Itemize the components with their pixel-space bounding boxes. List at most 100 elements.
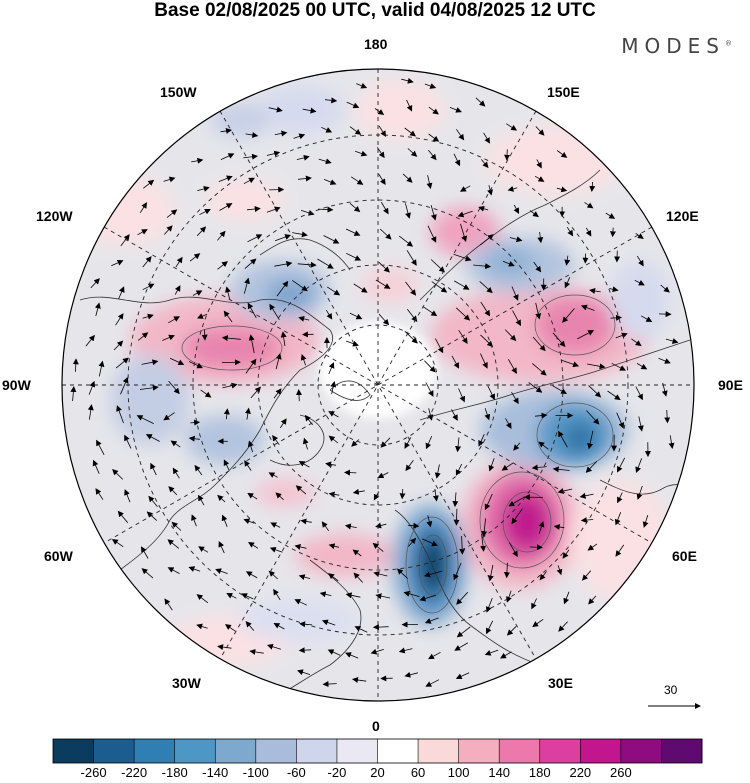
wind-vector: [430, 259, 446, 273]
wind-vector: [112, 469, 124, 480]
lon-label-150w: 150W: [160, 84, 197, 100]
wind-vector: [215, 568, 228, 575]
wind-vector: [642, 514, 649, 528]
map-disc: [62, 69, 694, 701]
wind-vector: [98, 360, 105, 377]
wind-vector: [636, 485, 643, 500]
wind-vector: [298, 647, 312, 654]
wind-vector: [375, 593, 391, 600]
wind-vector: [532, 618, 544, 628]
wind-vector: [87, 404, 94, 420]
wind-vector: [456, 592, 468, 605]
colorbar-tick-label: 60: [410, 765, 426, 780]
wind-vector: [459, 535, 466, 555]
wind-vector: [511, 286, 519, 301]
wind-vector: [403, 590, 420, 597]
wind-vector: [322, 681, 337, 688]
wind-vector: [537, 231, 544, 244]
wind-vector: [280, 331, 287, 346]
wind-vector: [269, 546, 283, 553]
wind-vector: [170, 440, 181, 448]
wind-vector: [480, 301, 491, 317]
wind-vector: [300, 518, 312, 525]
wind-vector: [484, 493, 493, 511]
wind-vector: [219, 203, 233, 211]
wind-vector: [424, 83, 437, 89]
wind-vector: [585, 227, 592, 237]
wind-vector: [588, 385, 602, 398]
wind-vector: [455, 437, 462, 453]
wind-vector: [273, 588, 281, 601]
wind-vector: [243, 177, 255, 185]
wind-vector: [480, 533, 486, 552]
wind-vector: [268, 570, 278, 580]
wind-vector: [664, 409, 671, 424]
wind-vector: [167, 567, 180, 574]
brand-logo: MODES®: [621, 34, 732, 58]
wind-vector: [564, 255, 571, 266]
brand-registered-mark: ®: [725, 39, 732, 48]
wind-vector: [479, 281, 493, 294]
wind-vector: [509, 236, 523, 243]
wind-vector: [317, 206, 334, 213]
wind-vector: [405, 460, 414, 472]
wind-vector: [136, 415, 154, 424]
wind-vector: [324, 97, 338, 104]
wind-vector: [294, 599, 307, 606]
coastline-alaska: [259, 238, 351, 271]
wind-vector: [473, 263, 492, 270]
coastline-east-siberia: [419, 169, 601, 301]
wind-vector: [539, 571, 547, 581]
lon-label-90w: 90W: [2, 377, 31, 393]
wind-vector: [580, 304, 595, 311]
wind-vector: [191, 514, 197, 527]
wind-vector: [163, 412, 175, 421]
wind-vector: [350, 176, 364, 185]
anomaly-positive: [362, 267, 418, 303]
wind-vector: [453, 508, 460, 526]
anomaly-positive: [535, 295, 615, 355]
wind-vector: [92, 459, 100, 474]
wind-vector: [553, 524, 565, 530]
wind-vector: [407, 148, 418, 157]
wind-vector: [345, 592, 361, 599]
wind-vector: [356, 82, 368, 89]
wind-vector: [188, 361, 204, 369]
contour: [502, 491, 552, 553]
wind-vector: [245, 132, 259, 138]
wind-vector: [224, 286, 231, 300]
wind-vector: [428, 651, 441, 660]
wind-vector: [424, 570, 443, 578]
wind-vector: [585, 461, 598, 473]
wind-vector: [266, 643, 282, 650]
wind-vector: [404, 437, 412, 449]
wind-vector: [296, 154, 310, 161]
wind-vector: [298, 574, 311, 580]
contour: [536, 402, 614, 468]
wind-vector: [399, 488, 406, 500]
coastline-greenland: [269, 414, 325, 466]
wind-vector: [531, 598, 537, 610]
lon-label-60w: 60W: [44, 548, 73, 564]
latitude-circle: [192, 199, 564, 571]
wind-vector: [137, 332, 149, 341]
wind-vector: [557, 488, 573, 494]
lon-label-30w: 30W: [172, 675, 201, 691]
wind-vector: [480, 334, 494, 347]
anomaly-negative: [240, 598, 360, 642]
anomaly-negative: [419, 535, 447, 595]
wind-vector: [175, 256, 183, 268]
wind-vector: [248, 334, 255, 354]
wind-vector: [142, 313, 154, 320]
wind-vector: [272, 434, 280, 446]
wind-vector: [317, 258, 334, 269]
wind-vector: [113, 340, 124, 351]
coastline-siberia: [419, 339, 691, 421]
wind-vector: [164, 598, 173, 611]
wind-vector: [124, 489, 131, 503]
wind-vector: [247, 440, 254, 453]
lon-label-30e: 30E: [548, 675, 573, 691]
wind-vector: [274, 130, 288, 137]
lon-label-180: 180: [364, 36, 388, 52]
wind-vector: [326, 286, 341, 296]
